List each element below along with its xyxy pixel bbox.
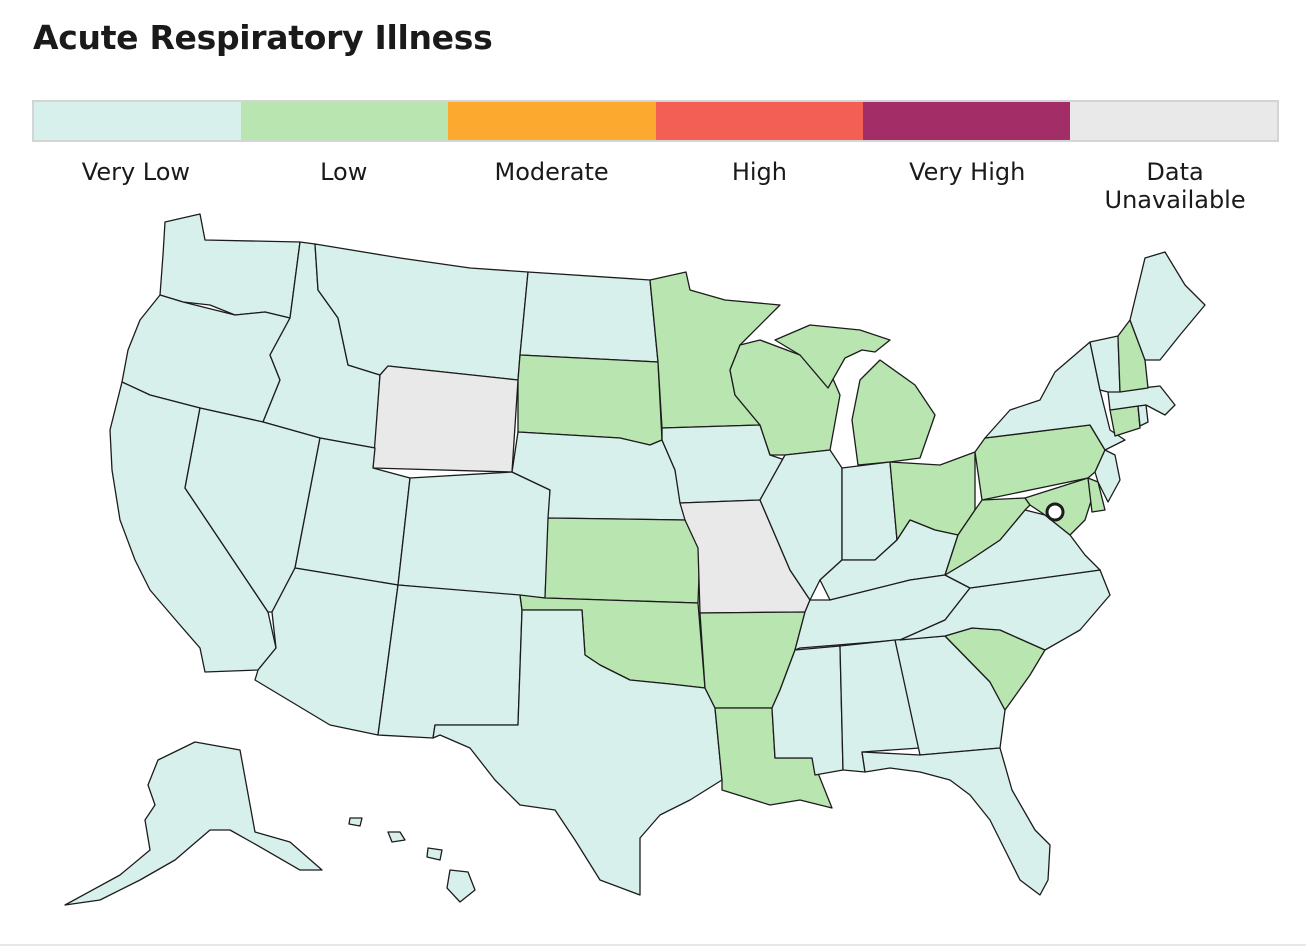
bottom-divider xyxy=(0,944,1306,946)
state-vermont[interactable] xyxy=(1089,335,1121,393)
state-north-dakota[interactable] xyxy=(519,271,659,363)
state-new-mexico[interactable] xyxy=(377,584,523,739)
legend-label-very-high: Very High xyxy=(909,158,1026,186)
legend-swatch-data-unavailable xyxy=(1069,102,1278,140)
state-south-dakota[interactable] xyxy=(517,354,663,446)
state-maine[interactable] xyxy=(1129,251,1206,361)
legend-color-bar xyxy=(32,100,1279,142)
legend-label-very-low: Very Low xyxy=(81,158,191,186)
legend-swatch-very-high xyxy=(862,102,1070,140)
state-west-virginia[interactable] xyxy=(944,497,1031,576)
state-ohio[interactable] xyxy=(889,451,976,541)
legend-label-high: High xyxy=(731,158,787,186)
legend-label-low: Low xyxy=(320,158,368,186)
legend-swatch-high xyxy=(655,102,863,140)
state-colorado[interactable] xyxy=(397,471,551,599)
legend-swatch-low xyxy=(241,102,449,140)
legend-label-moderate: Moderate xyxy=(494,158,609,186)
state-connecticut[interactable] xyxy=(1109,405,1141,437)
legend-labels: Very Low Low Moderate High Very High Dat… xyxy=(32,158,1279,214)
state-montana[interactable] xyxy=(314,243,529,381)
state-michigan[interactable] xyxy=(774,324,936,466)
state-florida[interactable] xyxy=(861,747,1051,896)
state-delaware[interactable] xyxy=(1087,477,1106,513)
chart-title: Acute Respiratory Illness xyxy=(33,18,493,57)
legend-swatch-moderate xyxy=(448,102,656,140)
state-texas[interactable] xyxy=(432,609,723,896)
state-indiana[interactable] xyxy=(841,461,898,561)
state-kansas[interactable] xyxy=(544,517,701,604)
state-rhode-island[interactable] xyxy=(1137,404,1149,427)
legend-swatch-very-low xyxy=(34,102,242,140)
state-alaska[interactable] xyxy=(64,741,323,906)
state-massachusetts[interactable] xyxy=(1107,385,1176,416)
state-district-of-columbia[interactable] xyxy=(1045,502,1065,522)
legend-label-data-unavailable: Data Unavailable xyxy=(1104,158,1246,214)
state-wyoming[interactable] xyxy=(372,365,519,473)
state-hawaii[interactable] xyxy=(348,817,476,903)
state-new-hampshire[interactable] xyxy=(1117,319,1149,393)
